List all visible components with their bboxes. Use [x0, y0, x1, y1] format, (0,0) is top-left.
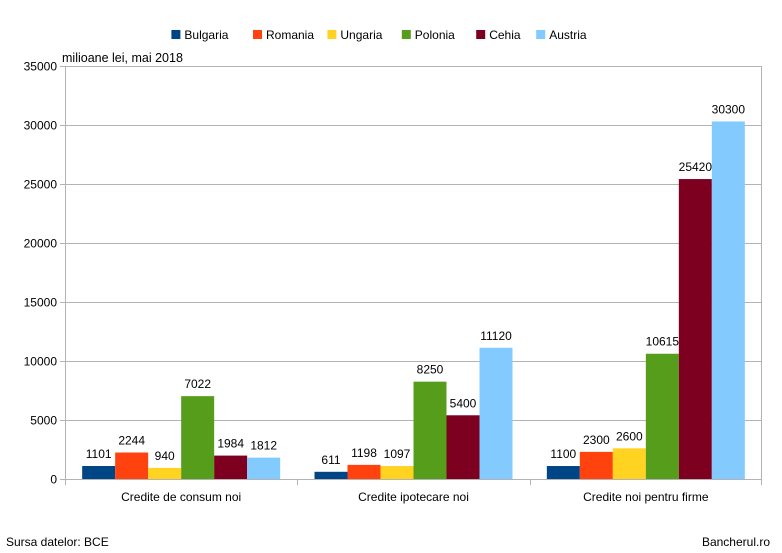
- data-labels: 1101 2244 940 7022 1984 1812 611 1198 1097 8250 54…: [86, 102, 746, 466]
- y-tick-label: 10000: [24, 355, 58, 369]
- data-label: 1101: [86, 447, 112, 461]
- bar: [678, 179, 712, 479]
- legend-label: Polonia: [415, 28, 455, 42]
- legend-swatch: [253, 30, 262, 39]
- bar: [314, 471, 348, 479]
- legend-swatch: [327, 30, 337, 39]
- data-label: 1100: [550, 447, 576, 461]
- y-tick-label: 25000: [24, 178, 58, 192]
- data-label: 5400: [450, 396, 477, 410]
- bar: [82, 466, 116, 479]
- data-label: 1198: [351, 446, 377, 460]
- bar: [546, 466, 580, 479]
- bar: [479, 347, 513, 479]
- data-label: 25420: [679, 160, 713, 174]
- bar: [347, 464, 381, 479]
- unit-label: milioane lei, mai 2018: [62, 51, 183, 65]
- data-label: 1984: [217, 437, 244, 451]
- bar: [247, 457, 281, 479]
- data-label: 940: [155, 449, 175, 463]
- legend: Bulgaria Romania Ungaria Polonia Cehia Austri…: [171, 28, 587, 42]
- bar: [446, 415, 480, 479]
- x-category-label: Credite de consum noi: [121, 490, 241, 504]
- y-tick-label: 20000: [24, 237, 58, 251]
- data-label: 1812: [250, 439, 277, 453]
- legend-swatch: [401, 30, 411, 39]
- bar: [181, 396, 215, 479]
- data-label: 7022: [184, 377, 211, 391]
- y-axis: 0 5000 10000 15000 20000 25000 30000 35000: [24, 60, 65, 487]
- source-note: Sursa datelor: BCE: [6, 535, 109, 549]
- x-category-label: Credite ipotecare noi: [358, 490, 469, 504]
- bar: [214, 455, 248, 479]
- data-label: 2300: [583, 433, 610, 447]
- y-tick-label: 0: [50, 473, 57, 487]
- data-label: 2244: [118, 434, 145, 448]
- bars: [82, 121, 745, 480]
- legend-label: Austria: [549, 28, 587, 42]
- bar: [612, 448, 646, 479]
- legend-swatch: [536, 30, 546, 39]
- brand-label: Bancherul.ro: [701, 535, 770, 549]
- data-label: 10615: [646, 335, 680, 349]
- y-tick-label: 30000: [24, 119, 58, 133]
- plot-area: [65, 66, 762, 485]
- y-tick-label: 35000: [24, 60, 58, 74]
- legend-swatch: [476, 30, 486, 39]
- legend-label: Bulgaria: [184, 28, 228, 42]
- legend-label: Romania: [266, 28, 314, 42]
- y-tick-label: 15000: [24, 296, 58, 310]
- bar: [645, 353, 679, 479]
- bar: [115, 452, 149, 479]
- data-label: 11120: [480, 329, 512, 343]
- bar: [579, 451, 613, 479]
- data-label: 611: [321, 453, 340, 467]
- data-label: 30300: [712, 102, 746, 116]
- data-label: 1097: [384, 447, 411, 461]
- data-label: 2600: [616, 429, 643, 443]
- legend-label: Cehia: [489, 28, 521, 42]
- y-tick-label: 5000: [30, 414, 57, 428]
- x-category-label: Credite noi pentru firme: [583, 490, 709, 504]
- data-label: 8250: [417, 363, 444, 377]
- bar: [148, 467, 182, 479]
- x-axis: Credite de consum noi Credite ipotecare n…: [121, 479, 709, 504]
- legend-swatch: [171, 30, 181, 39]
- bar: [711, 121, 745, 480]
- bar: [380, 466, 414, 479]
- bar: [413, 381, 447, 479]
- legend-label: Ungaria: [340, 28, 382, 42]
